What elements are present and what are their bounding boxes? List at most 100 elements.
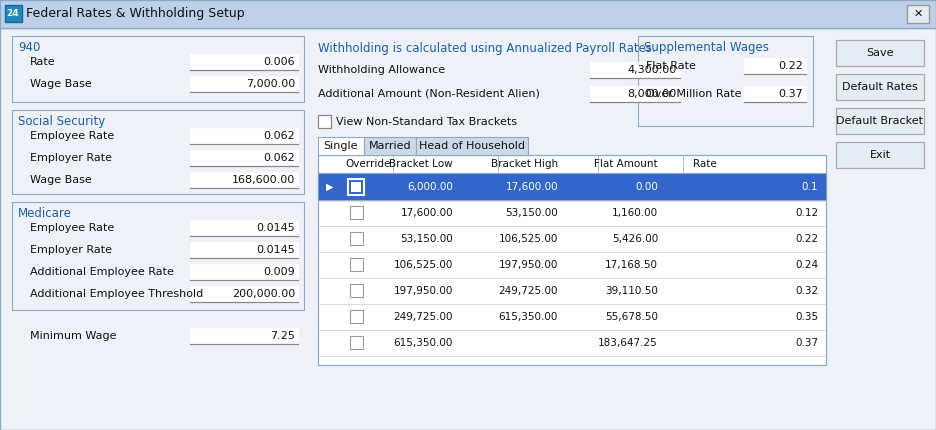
Bar [350, 336, 363, 349]
Text: 1,160.00: 1,160.00 [612, 208, 658, 218]
Text: 615,350.00: 615,350.00 [394, 338, 453, 348]
Text: Override: Override [345, 159, 390, 169]
Text: 106,525.00: 106,525.00 [394, 260, 453, 270]
Text: 7,000.00: 7,000.00 [246, 79, 295, 89]
Bar [350, 206, 363, 219]
Bar [590, 62, 680, 78]
Bar [190, 76, 298, 92]
Text: Over Million Rate: Over Million Rate [646, 89, 741, 99]
Bar [12, 110, 304, 194]
Text: 200,000.00: 200,000.00 [232, 289, 295, 299]
Text: Rate: Rate [30, 57, 55, 67]
Text: 39,110.50: 39,110.50 [606, 286, 658, 296]
Bar [638, 36, 813, 126]
Bar [0, 0, 936, 28]
Text: 168,600.00: 168,600.00 [232, 175, 295, 185]
Bar [907, 5, 929, 23]
Text: Exit: Exit [870, 150, 890, 160]
Text: Head of Household: Head of Household [419, 141, 525, 151]
Text: Additional Amount (Non-Resident Alien): Additional Amount (Non-Resident Alien) [318, 89, 540, 99]
Bar [318, 155, 826, 365]
Text: View Non-Standard Tax Brackets: View Non-Standard Tax Brackets [336, 117, 517, 127]
Text: 5,426.00: 5,426.00 [612, 234, 658, 244]
Text: Additional Employee Rate: Additional Employee Rate [30, 267, 174, 277]
Text: 55,678.50: 55,678.50 [605, 312, 658, 322]
Bar [190, 328, 298, 344]
Text: 0.006: 0.006 [263, 57, 295, 67]
Text: 7.25: 7.25 [271, 331, 295, 341]
Text: 197,950.00: 197,950.00 [394, 286, 453, 296]
Bar [836, 74, 924, 100]
Text: 0.22: 0.22 [778, 61, 803, 71]
Text: 0.062: 0.062 [263, 153, 295, 163]
Text: Employee Rate: Employee Rate [30, 131, 114, 141]
Text: 0.37: 0.37 [778, 89, 803, 99]
Text: 249,725.00: 249,725.00 [393, 312, 453, 322]
Text: 4,300.00: 4,300.00 [628, 65, 677, 75]
Text: 106,525.00: 106,525.00 [499, 234, 558, 244]
Text: 0.37: 0.37 [795, 338, 818, 348]
Bar [350, 310, 363, 323]
Text: 0.35: 0.35 [795, 312, 818, 322]
Text: Employee Rate: Employee Rate [30, 223, 114, 233]
Text: 0.24: 0.24 [795, 260, 818, 270]
Text: Employer Rate: Employer Rate [30, 153, 112, 163]
Text: 183,647.25: 183,647.25 [598, 338, 658, 348]
Bar [350, 284, 363, 297]
Bar [190, 264, 298, 280]
Text: Save: Save [866, 48, 894, 58]
Text: ✕: ✕ [914, 9, 923, 19]
Text: 249,725.00: 249,725.00 [499, 286, 558, 296]
Bar [5, 5, 22, 22]
Text: 53,150.00: 53,150.00 [401, 234, 453, 244]
Text: Default Bracket: Default Bracket [837, 116, 924, 126]
Bar [364, 137, 416, 155]
Text: 0.1: 0.1 [801, 182, 818, 192]
Bar [190, 54, 298, 70]
Bar [318, 137, 364, 155]
Bar [318, 115, 331, 128]
Text: 0.32: 0.32 [795, 286, 818, 296]
Text: ▶: ▶ [327, 182, 334, 192]
Text: Medicare: Medicare [18, 207, 72, 220]
Bar [190, 242, 298, 258]
Text: Additional Employee Threshold: Additional Employee Threshold [30, 289, 203, 299]
Text: 0.0145: 0.0145 [256, 245, 295, 255]
Text: 0.0145: 0.0145 [256, 223, 295, 233]
Text: 53,150.00: 53,150.00 [505, 208, 558, 218]
Bar [190, 128, 298, 144]
Text: 0.00: 0.00 [636, 182, 658, 192]
Bar [744, 58, 806, 74]
Text: Flat Amount: Flat Amount [594, 159, 658, 169]
Bar [319, 174, 825, 200]
Bar [12, 36, 304, 102]
Text: Withholding is calculated using Annualized Payroll Rates.: Withholding is calculated using Annualiz… [318, 42, 656, 55]
Text: 17,600.00: 17,600.00 [505, 182, 558, 192]
Text: Wage Base: Wage Base [30, 79, 92, 89]
Bar [190, 150, 298, 166]
Text: Rate: Rate [693, 159, 717, 169]
Text: Wage Base: Wage Base [30, 175, 92, 185]
Bar [190, 220, 298, 236]
Text: Social Security: Social Security [18, 115, 105, 128]
Text: 940: 940 [18, 41, 40, 54]
Text: 8,000.00: 8,000.00 [628, 89, 677, 99]
Bar [836, 108, 924, 134]
Text: 0.22: 0.22 [795, 234, 818, 244]
Text: Default Rates: Default Rates [842, 82, 918, 92]
Bar [416, 137, 528, 155]
Text: 24: 24 [7, 9, 20, 18]
Text: Married: Married [369, 141, 411, 151]
Text: 0.062: 0.062 [263, 131, 295, 141]
Bar [836, 40, 924, 66]
Text: Withholding Allowance: Withholding Allowance [318, 65, 446, 75]
Bar [351, 182, 361, 192]
Text: Single: Single [324, 141, 358, 151]
Bar [350, 258, 363, 271]
Text: 6,000.00: 6,000.00 [407, 182, 453, 192]
Bar [590, 86, 680, 102]
Text: Flat Rate: Flat Rate [646, 61, 695, 71]
Text: Federal Rates & Withholding Setup: Federal Rates & Withholding Setup [26, 7, 244, 21]
Text: 17,600.00: 17,600.00 [401, 208, 453, 218]
Bar [836, 142, 924, 168]
